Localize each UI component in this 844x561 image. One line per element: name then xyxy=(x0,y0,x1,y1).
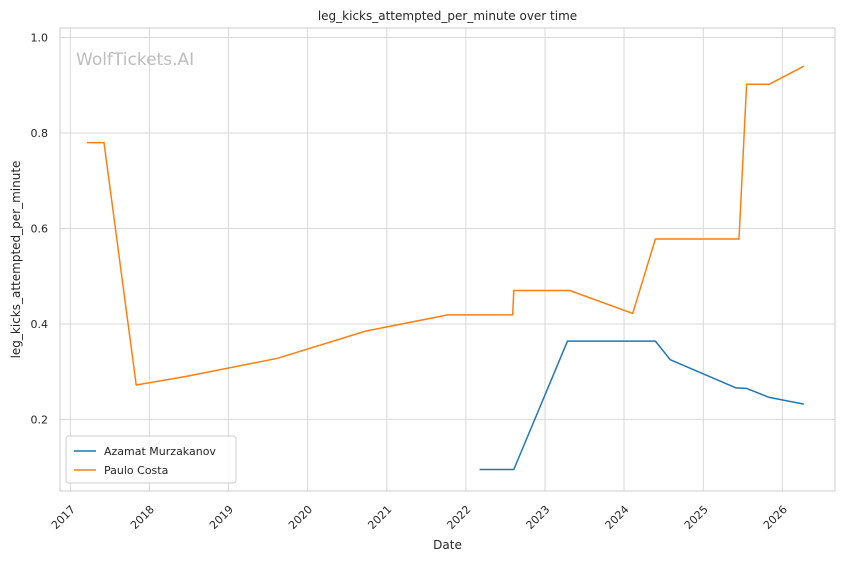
legend-label-0: Azamat Murzakanov xyxy=(104,445,216,458)
grid-lines xyxy=(60,28,835,491)
legend: Azamat Murzakanov Paulo Costa xyxy=(65,435,237,484)
legend-box xyxy=(65,435,237,484)
x-axis-label: Date xyxy=(433,538,462,552)
y-tick-label: 0.2 xyxy=(31,413,49,426)
series-line-1 xyxy=(86,65,805,386)
y-axis-label: leg_kicks_attempted_per_minute xyxy=(9,161,23,359)
series-layer xyxy=(86,65,805,471)
y-tick-label: 1.0 xyxy=(31,32,49,45)
plot-area-frame xyxy=(59,27,836,492)
y-axis-tick-labels: 0.2 0.4 0.6 0.8 1.0 xyxy=(31,32,49,427)
legend-label-1: Paulo Costa xyxy=(104,464,168,477)
watermark: WolfTickets.AI xyxy=(76,50,194,70)
y-tick-label: 0.4 xyxy=(31,318,49,331)
y-tick-label: 0.8 xyxy=(31,127,49,140)
y-tick-label: 0.6 xyxy=(31,222,49,235)
series-line-0 xyxy=(479,340,804,471)
chart-title: leg_kicks_attempted_per_minute over time xyxy=(318,9,577,23)
